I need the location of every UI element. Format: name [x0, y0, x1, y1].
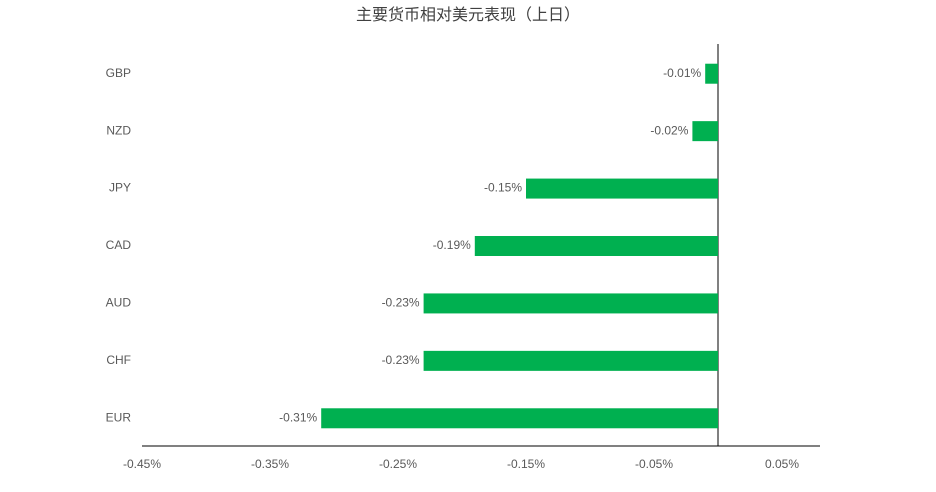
x-tick-label: -0.25% [379, 457, 417, 471]
bar [423, 293, 718, 314]
value-label: -0.31% [279, 410, 317, 424]
y-tick-label: GBP [106, 66, 131, 80]
bar [692, 121, 718, 142]
bar [423, 350, 718, 371]
y-tick-label: EUR [106, 410, 132, 424]
y-tick-label: NZD [106, 123, 131, 137]
y-tick-label: AUD [106, 296, 132, 310]
x-tick-label: -0.45% [123, 457, 161, 471]
value-label: -0.01% [663, 66, 701, 80]
x-tick-label: -0.15% [507, 457, 545, 471]
y-tick-label: CAD [106, 238, 132, 252]
bar [705, 63, 718, 84]
x-tick-label: -0.05% [635, 457, 673, 471]
x-tick-label: -0.35% [251, 457, 289, 471]
value-label: -0.23% [382, 353, 420, 367]
y-tick-label: JPY [109, 181, 131, 195]
bar [526, 178, 718, 199]
bar [474, 236, 718, 256]
value-label: -0.19% [433, 238, 471, 252]
value-label: -0.23% [382, 296, 420, 310]
bar [321, 408, 718, 429]
value-label: -0.02% [650, 123, 688, 137]
y-tick-label: CHF [106, 353, 131, 367]
value-label: -0.15% [484, 181, 522, 195]
x-tick-label: 0.05% [765, 457, 799, 471]
chart-title: 主要货币相对美元表现（上日） [356, 6, 580, 24]
